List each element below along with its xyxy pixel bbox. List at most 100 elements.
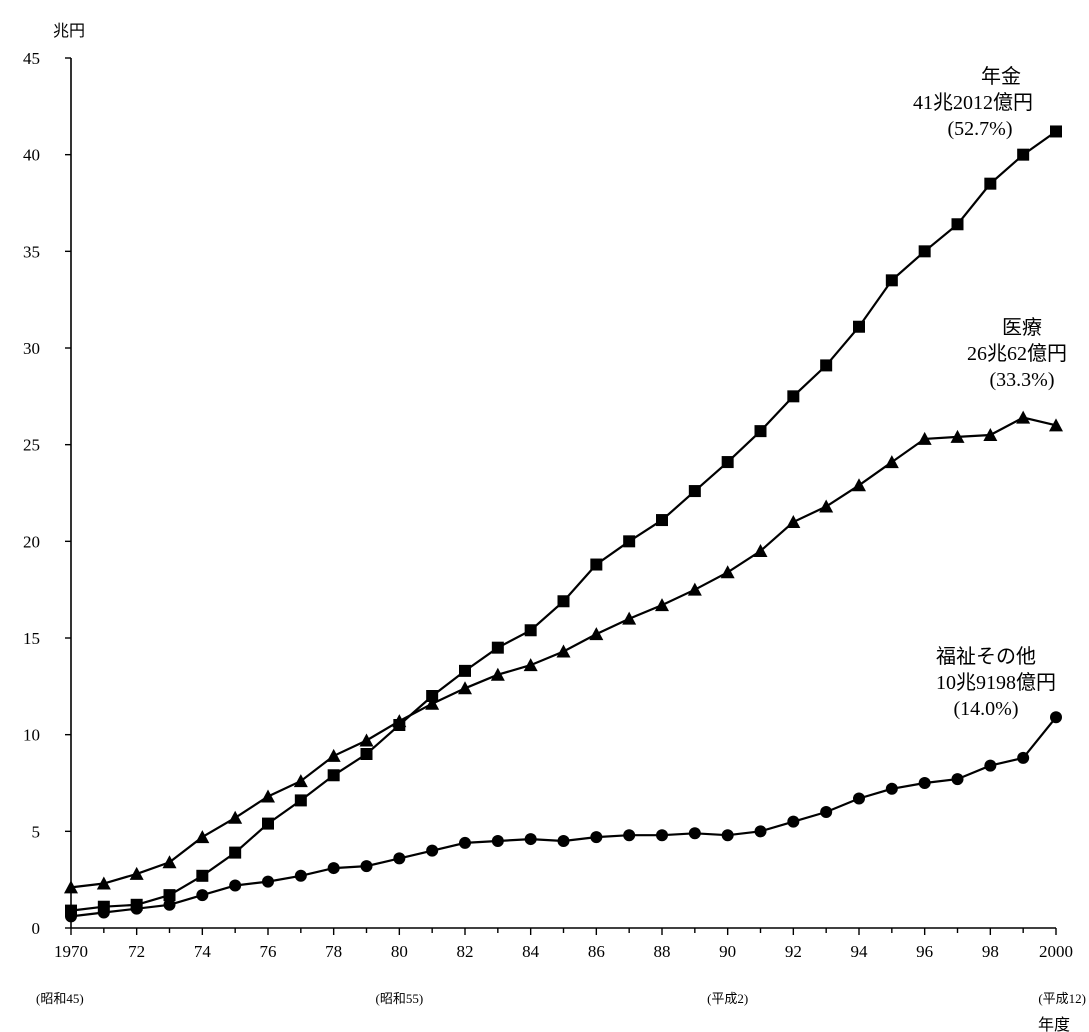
- data-point-welfare: [820, 806, 833, 818]
- data-point-welfare: [524, 833, 537, 846]
- data-point-medical: [983, 428, 998, 441]
- data-point-medical: [458, 681, 472, 695]
- data-point-welfare: [623, 829, 636, 842]
- data-point-pension: [557, 595, 570, 608]
- data-point-welfare: [294, 869, 307, 882]
- data-point-welfare: [918, 777, 931, 789]
- data-point-welfare: [65, 910, 77, 923]
- data-point-medical: [359, 733, 374, 747]
- annotation-line: 26兆62億円: [967, 342, 1067, 365]
- annotation-line: 医療: [1002, 316, 1042, 339]
- data-point-welfare: [885, 782, 898, 795]
- data-point-medical: [293, 774, 308, 788]
- data-point-medical: [917, 431, 932, 445]
- data-point-medical: [819, 499, 834, 513]
- y-tick-label: 35: [23, 242, 40, 261]
- annotation-line: 福祉その他: [936, 645, 1036, 668]
- x-tick-label: 74: [194, 942, 212, 961]
- data-point-pension: [951, 218, 964, 231]
- y-tick-label: 10: [23, 726, 40, 745]
- data-point-welfare: [557, 835, 570, 847]
- data-point-welfare: [590, 831, 603, 844]
- y-tick-label: 30: [23, 339, 40, 358]
- data-point-pension: [984, 177, 997, 190]
- data-point-pension: [853, 320, 865, 333]
- data-point-medical: [786, 515, 801, 528]
- data-point-medical: [326, 748, 341, 762]
- x-axis-unit-label: 年度: [1038, 1016, 1070, 1032]
- y-tick-label: 20: [23, 532, 40, 551]
- y-tick-label: 5: [32, 822, 41, 841]
- data-point-pension: [491, 641, 504, 654]
- data-point-medical: [228, 810, 243, 824]
- data-point-pension: [754, 425, 767, 438]
- series-line-welfare: [70, 716, 1057, 918]
- y-tick-label: 40: [23, 146, 40, 165]
- y-tick-label: 15: [23, 629, 40, 648]
- y-tick-label: 45: [23, 49, 40, 68]
- data-point-medical: [1049, 418, 1063, 432]
- data-point-welfare: [229, 879, 242, 892]
- data-point-welfare: [426, 844, 439, 857]
- data-point-pension: [1017, 148, 1030, 161]
- series-welfare: [65, 711, 1062, 923]
- data-point-pension: [820, 359, 833, 372]
- data-point-welfare: [491, 835, 504, 847]
- data-point-welfare: [327, 862, 340, 875]
- data-point-welfare: [262, 875, 274, 888]
- data-point-pension: [688, 485, 701, 498]
- data-point-welfare: [853, 792, 865, 805]
- data-point-medical: [720, 565, 735, 579]
- data-point-medical: [261, 789, 275, 803]
- y-axis-unit-label: 兆円: [53, 22, 85, 40]
- data-point-welfare: [163, 898, 176, 911]
- data-point-pension: [918, 245, 931, 258]
- data-point-pension: [787, 390, 800, 403]
- data-point-pension: [459, 664, 471, 677]
- data-point-pension: [360, 748, 373, 760]
- x-tick-label: 72: [128, 942, 145, 961]
- data-point-welfare: [754, 825, 767, 838]
- data-point-pension: [327, 769, 340, 782]
- y-axis-ticks: 0 5 10 15 20 25 30 35 40 45: [23, 49, 71, 938]
- series-group: [64, 125, 1063, 923]
- series-medical: [64, 410, 1063, 894]
- data-point-welfare: [97, 906, 110, 919]
- data-point-medical: [162, 855, 177, 869]
- data-point-medical: [1016, 410, 1031, 424]
- data-point-welfare: [459, 836, 471, 849]
- data-point-welfare: [787, 815, 800, 828]
- data-point-pension: [524, 624, 537, 637]
- data-point-medical: [622, 611, 637, 625]
- x-tick-label: 94: [851, 942, 869, 961]
- annotation-medical: 医療 26兆62億円 (33.3%): [967, 316, 1067, 391]
- x-tick-label: 92: [785, 942, 802, 961]
- data-point-pension: [163, 889, 176, 902]
- annotation-line: 41兆2012億円: [913, 91, 1033, 114]
- era-label: (平成12): [1038, 991, 1086, 1006]
- annotation-welfare: 福祉その他 10兆9198億円 (14.0%): [936, 645, 1056, 720]
- data-point-pension: [885, 274, 898, 287]
- data-point-pension: [590, 558, 603, 571]
- y-tick-label: 0: [32, 919, 41, 938]
- era-labels: (昭和45) (昭和55) (平成2) (平成12): [36, 991, 1086, 1006]
- data-point-pension: [721, 456, 734, 469]
- data-point-medical: [884, 455, 899, 469]
- data-point-welfare: [393, 852, 406, 865]
- data-point-medical: [753, 544, 768, 557]
- data-point-welfare: [196, 889, 209, 902]
- data-point-medical: [852, 478, 866, 492]
- annotation-line: (52.7%): [948, 118, 1013, 140]
- x-tick-label: 86: [588, 942, 605, 961]
- data-point-medical: [64, 880, 78, 894]
- data-point-welfare: [1050, 711, 1062, 724]
- data-point-pension: [229, 846, 242, 859]
- data-point-pension: [426, 690, 439, 702]
- data-point-pension: [1050, 125, 1062, 138]
- x-tick-label: 78: [325, 942, 342, 961]
- era-label: (平成2): [707, 991, 748, 1006]
- x-tick-label: 90: [719, 942, 736, 961]
- annotations: 年金 41兆2012億円 (52.7%) 医療 26兆62億円 (33.3%) 福祉その他 1…: [913, 65, 1067, 720]
- data-point-medical: [687, 582, 702, 596]
- data-point-welfare: [1017, 751, 1030, 764]
